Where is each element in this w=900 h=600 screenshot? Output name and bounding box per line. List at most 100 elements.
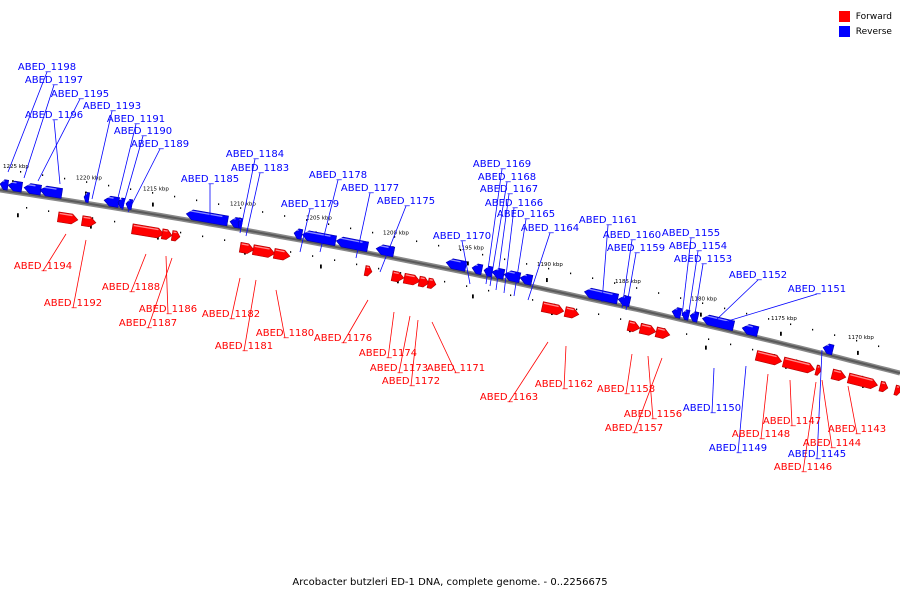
forward-gene-arrow[interactable]: [160, 228, 173, 241]
major-tick-mark: [467, 261, 469, 266]
forward-gene-arrow[interactable]: [417, 275, 430, 288]
minor-tick: [680, 297, 682, 299]
forward-gene-arrow[interactable]: [563, 306, 580, 320]
forward-gene-label: ABED_1180: [256, 328, 314, 339]
reverse-gene-arrow-body: [375, 244, 396, 258]
forward-gene-arrow-body: [830, 368, 847, 382]
minor-tick: [114, 220, 116, 223]
reverse-gene-arrow[interactable]: [445, 258, 468, 272]
forward-gene-arrow[interactable]: [830, 368, 847, 382]
reverse-gene-label: ABED_1159: [607, 243, 665, 254]
reverse-gene-arrow[interactable]: [301, 230, 337, 247]
forward-gene-arrow[interactable]: [390, 270, 405, 283]
minor-tick: [548, 267, 550, 270]
minor-tick: [482, 253, 484, 256]
reverse-gene-arrow-highlight: [493, 268, 499, 271]
reverse-gene-arrow[interactable]: [375, 244, 396, 258]
minor-tick: [790, 323, 792, 326]
minor-tick: [48, 210, 50, 212]
forward-gene-arrow[interactable]: [754, 350, 783, 366]
forward-gene-label-leader: [342, 299, 369, 344]
reverse-gene-arrow[interactable]: [103, 195, 121, 208]
reverse-gene-arrow[interactable]: [471, 263, 484, 276]
minor-tick: [240, 207, 242, 209]
forward-gene-arrow[interactable]: [251, 244, 276, 259]
forward-gene-label: ABED_1181: [215, 341, 273, 352]
forward-gene-label-leader: [230, 277, 241, 320]
forward-gene-arrow-body: [814, 364, 822, 376]
reverse-gene-label-leader: [115, 123, 137, 207]
reverse-gene-arrow[interactable]: [583, 287, 620, 305]
forward-gene-arrow[interactable]: [238, 241, 255, 254]
forward-gene-arrow-highlight: [543, 302, 559, 308]
minor-tick: [598, 313, 600, 316]
minor-tick: [686, 333, 688, 335]
forward-gene-arrow[interactable]: [540, 301, 565, 316]
reverse-gene-arrow[interactable]: [822, 343, 835, 356]
forward-gene-arrow[interactable]: [131, 223, 165, 239]
reverse-gene-label: ABED_1150: [683, 403, 741, 414]
forward-gene-arrow[interactable]: [80, 215, 97, 228]
reverse-gene-arrow[interactable]: [671, 307, 683, 319]
forward-gene-label-leader: [431, 321, 457, 374]
reverse-gene-arrow[interactable]: [741, 323, 760, 337]
forward-gene-arrow-highlight: [59, 212, 73, 217]
forward-gene-label-leader: [243, 279, 257, 352]
reverse-gene-arrow[interactable]: [7, 180, 24, 193]
forward-gene-arrow[interactable]: [626, 320, 641, 333]
forward-gene-arrow-highlight: [429, 279, 433, 281]
reverse-gene-arrow[interactable]: [335, 236, 370, 253]
forward-gene-arrow[interactable]: [846, 372, 879, 390]
reverse-gene-arrow[interactable]: [293, 228, 304, 240]
forward-gene-arrow[interactable]: [402, 272, 421, 286]
reverse-gene-label-leader: [355, 192, 371, 259]
reverse-gene-label: ABED_1160: [603, 230, 661, 241]
legend: Forward Reverse: [838, 9, 892, 39]
forward-gene-arrow-highlight: [641, 324, 651, 328]
reverse-gene-arrow[interactable]: [23, 183, 43, 196]
reverse-gene-arrow[interactable]: [0, 179, 10, 191]
reverse-gene-arrow[interactable]: [83, 192, 91, 203]
reverse-gene-label-leader: [681, 237, 692, 317]
reverse-gene-arrow[interactable]: [701, 314, 736, 332]
major-tick-mark: [472, 294, 474, 299]
reverse-gene-label-leader: [37, 98, 81, 182]
minor-tick: [20, 171, 22, 173]
forward-gene-label: ABED_1158: [597, 384, 655, 395]
forward-gene-arrow[interactable]: [878, 380, 889, 393]
reverse-gene-arrow[interactable]: [39, 185, 63, 199]
minor-tick: [878, 345, 880, 348]
reverse-gene-arrow[interactable]: [519, 273, 534, 286]
reverse-gene-label-leader: [737, 365, 747, 454]
reverse-gene-label-leader: [503, 207, 515, 294]
reverse-gene-arrow[interactable]: [229, 217, 242, 229]
reverse-gene-arrow[interactable]: [185, 209, 229, 227]
reverse-gene-arrow-highlight: [295, 229, 299, 231]
forward-gene-arrow[interactable]: [781, 356, 815, 374]
reverse-gene-arrow[interactable]: [125, 198, 134, 210]
forward-gene-arrow[interactable]: [363, 265, 373, 277]
legend-reverse-label: Reverse: [855, 26, 892, 37]
reverse-gene-arrow[interactable]: [483, 265, 494, 278]
minor-tick: [202, 235, 204, 238]
forward-gene-arrow[interactable]: [893, 384, 900, 396]
forward-gene-arrow[interactable]: [57, 211, 79, 225]
forward-gene-arrow-highlight: [657, 328, 665, 331]
minor-tick: [466, 285, 468, 287]
forward-gene-arrow[interactable]: [814, 364, 822, 376]
forward-gene-arrow-body: [893, 384, 900, 396]
forward-gene-arrow[interactable]: [272, 248, 291, 261]
reverse-gene-arrow-body: [822, 343, 835, 356]
reverse-gene-label: ABED_1151: [788, 284, 846, 295]
forward-gene-arrow[interactable]: [654, 326, 671, 340]
forward-gene-arrow[interactable]: [426, 277, 437, 289]
minor-tick: [768, 318, 770, 320]
reverse-gene-arrow-highlight: [231, 217, 236, 220]
forward-gene-arrow-highlight: [254, 245, 270, 250]
minor-tick: [708, 338, 710, 341]
reverse-gene-arrow-highlight: [704, 314, 729, 322]
forward-gene-arrow[interactable]: [638, 322, 657, 336]
tick-label: 1225 kbp: [3, 164, 29, 170]
forward-gene-arrow[interactable]: [170, 230, 181, 242]
